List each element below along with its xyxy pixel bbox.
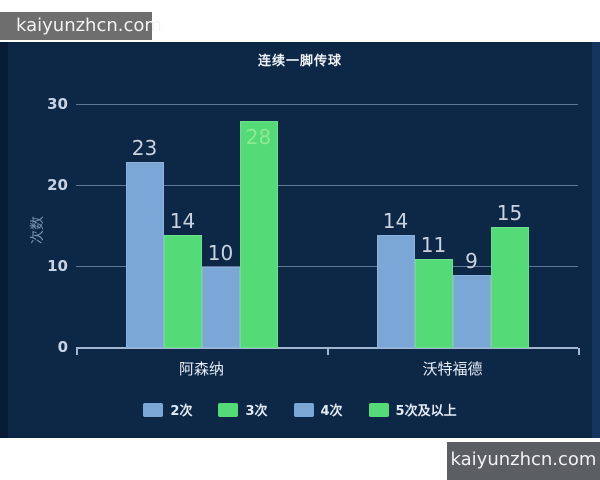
legend-label: 3次 (245, 404, 268, 419)
chart-title: 连续一脚传球 (257, 54, 342, 69)
bar-value-label: 28 (245, 125, 272, 150)
legend-item[interactable]: 4次 (293, 400, 343, 419)
bar-value-label: 14 (169, 208, 196, 233)
x-axis-tick (578, 348, 580, 355)
legend-swatch-icon (143, 402, 164, 417)
gridline (76, 266, 578, 267)
legend-swatch-icon (293, 402, 314, 417)
bar-value-label: 11 (420, 232, 447, 257)
bar-value-label: 23 (131, 135, 158, 160)
category-label: 阿森纳 (178, 360, 224, 378)
legend-label: 5次及以上 (395, 404, 457, 419)
bar[interactable] (125, 161, 164, 348)
bar-value-label: 15 (496, 200, 523, 225)
bar[interactable] (201, 267, 240, 348)
y-tick-label: 10 (47, 257, 68, 275)
panel-right-edge (592, 42, 600, 438)
category-label: 沃特福德 (422, 360, 483, 378)
bar[interactable] (163, 234, 202, 348)
watermark-bottom: kaiyunzhcn.com (447, 442, 600, 480)
plot-area: 0 10 20 30 23 14 10 28 阿森纳 14 11 9 15 沃特福德 (0, 42, 600, 438)
legend-item[interactable]: 3次 (218, 400, 268, 419)
y-tick-label: 20 (47, 176, 68, 194)
legend-label: 4次 (320, 404, 343, 419)
bar[interactable] (376, 234, 415, 348)
legend-swatch-icon (368, 402, 389, 417)
legend-item[interactable]: 2次 (143, 400, 192, 419)
y-tick-label: 0 (57, 338, 68, 356)
legend: 2次 3次 4次 5次及以上 (0, 400, 600, 419)
legend-label: 2次 (170, 404, 193, 419)
legend-swatch-icon (218, 402, 239, 417)
panel-left-edge (0, 42, 8, 438)
chart-panel: 连续一脚传球 次数 0 10 20 30 23 14 10 28 阿森纳 14 11 9 15 沃特福德 … (0, 42, 600, 438)
bar[interactable] (239, 121, 278, 348)
bar[interactable] (452, 275, 491, 348)
y-tick-label: 30 (47, 95, 68, 113)
legend-item[interactable]: 5次及以上 (368, 400, 457, 419)
x-axis-tick (76, 348, 78, 355)
bar[interactable] (414, 258, 453, 348)
x-axis-tick (327, 348, 329, 355)
bar-value-label: 10 (207, 241, 234, 265)
gridline (76, 185, 578, 186)
bar[interactable] (490, 226, 529, 348)
watermark-top: kaiyunzhcn.com (0, 12, 162, 40)
bar-value-label: 14 (382, 208, 409, 233)
gridline (76, 104, 578, 105)
bar-value-label: 9 (465, 249, 478, 274)
